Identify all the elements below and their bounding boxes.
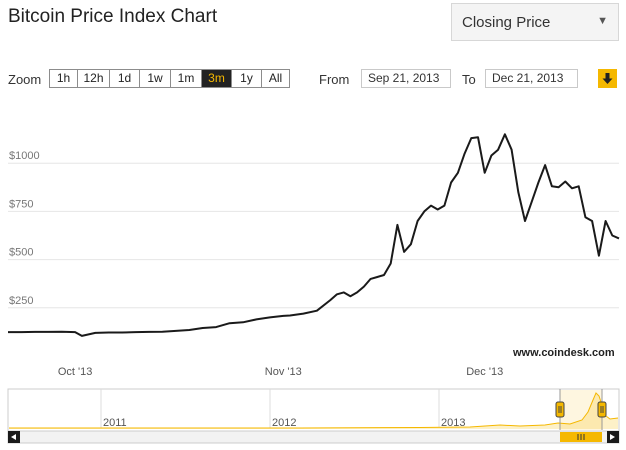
zoom-button-1h[interactable]: 1h: [50, 70, 78, 87]
y-tick-label: $250: [9, 295, 33, 307]
scrollbar-track[interactable]: [7, 430, 620, 444]
download-arrow-icon: [602, 73, 613, 84]
price-line: [8, 133, 620, 337]
navigator-year-label: 2011: [103, 417, 127, 429]
from-label: From: [319, 72, 350, 87]
zoom-button-3m[interactable]: 3m: [202, 70, 232, 87]
zoom-button-12h[interactable]: 12h: [78, 70, 110, 87]
zoom-button-1d[interactable]: 1d: [110, 70, 140, 87]
scroll-right-arrow-icon: [610, 434, 615, 440]
chart-title: Bitcoin Price Index Chart: [8, 6, 218, 27]
scroll-left-arrow-icon: [11, 434, 16, 440]
navigator-selection: [560, 390, 602, 430]
to-date-input[interactable]: Dec 21, 2013: [485, 69, 578, 88]
dropdown-selected-value: Closing Price: [462, 14, 551, 31]
zoom-button-group: 1h 12h 1d 1w 1m 3m 1y All: [49, 69, 290, 88]
x-tick-label: Nov '13: [265, 366, 302, 378]
from-date-input[interactable]: Sep 21, 2013: [361, 69, 451, 88]
navigator-year-label: 2012: [272, 417, 296, 429]
zoom-label: Zoom: [8, 72, 42, 87]
y-tick-label: $750: [9, 198, 33, 210]
price-type-dropdown[interactable]: Closing Price ▼: [451, 3, 619, 41]
download-button[interactable]: [598, 69, 617, 88]
zoom-button-1y[interactable]: 1y: [232, 70, 262, 87]
x-tick-label: Oct '13: [58, 366, 93, 378]
zoom-button-1m[interactable]: 1m: [171, 70, 202, 87]
x-tick-label: Dec '13: [466, 366, 503, 378]
navigator-year-label: 2013: [441, 417, 465, 429]
zoom-button-all[interactable]: All: [262, 70, 289, 87]
y-tick-label: $1000: [9, 150, 40, 162]
navigator: 2011 2012 2013: [7, 388, 620, 444]
navigator-area: [9, 393, 618, 429]
zoom-button-1w[interactable]: 1w: [140, 70, 171, 87]
dropdown-arrow-icon: ▼: [597, 15, 608, 27]
navigator-handle[interactable]: [597, 401, 607, 418]
y-tick-label: $500: [9, 247, 33, 259]
to-label: To: [462, 72, 476, 87]
navigator-handle[interactable]: [555, 401, 565, 418]
watermark: www.coindesk.com: [513, 347, 615, 359]
navigator-frame: [7, 388, 620, 432]
